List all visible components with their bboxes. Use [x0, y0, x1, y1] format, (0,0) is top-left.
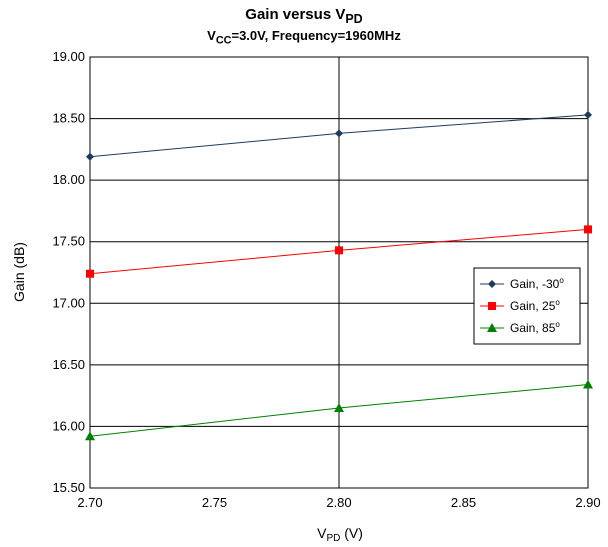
- x-axis-label: VPD (V): [317, 525, 363, 544]
- y-tick-label: 17.50: [52, 234, 85, 249]
- y-tick-label: 19.00: [52, 49, 85, 64]
- chart-subtitle: VCC=3.0V, Frequency=1960MHz: [0, 28, 608, 47]
- legend-degree-symbol: o: [559, 276, 564, 285]
- x-axis-label-main: V: [317, 525, 327, 541]
- data-point-diamond: [584, 110, 592, 119]
- chart-title-subscript: PD: [345, 12, 363, 26]
- y-tick-label: 17.00: [52, 295, 85, 310]
- y-tick-label: 16.00: [52, 418, 85, 433]
- tick-labels: 15.50 16.00 16.50 17.00 17.50 18.00 18.50 19.00…: [52, 49, 600, 510]
- data-point-diamond: [335, 129, 343, 138]
- data-point-triangle: [487, 323, 497, 332]
- y-tick-label: 16.50: [52, 357, 85, 372]
- chart-title-text: Gain versus V: [245, 6, 346, 23]
- legend-degree-symbol: o: [555, 298, 560, 307]
- chart-subtitle-part2: =3.0V, Frequency=1960MHz: [231, 28, 401, 43]
- y-axis-label: Gain (dB): [11, 242, 27, 302]
- data-point-square: [488, 302, 496, 310]
- data-point-triangle: [85, 431, 95, 441]
- x-tick-label: 2.85: [451, 495, 476, 510]
- legend-label: Gain, -30o: [510, 276, 564, 291]
- data-point-diamond: [488, 280, 496, 288]
- legend-label-text: Gain, -30: [510, 277, 560, 291]
- data-point-square: [86, 269, 94, 278]
- x-axis-label-unit: (V): [340, 525, 363, 541]
- y-tick-label: 18.50: [52, 111, 85, 126]
- legend-label: Gain, 85o: [510, 320, 560, 335]
- x-tick-label: 2.75: [202, 495, 227, 510]
- legend-label-text: Gain, 85: [510, 321, 556, 335]
- data-point-square: [584, 225, 592, 234]
- x-tick-label: 2.80: [326, 495, 351, 510]
- y-tick-label: 15.50: [52, 480, 85, 495]
- data-point-diamond: [86, 152, 94, 161]
- legend-label: Gain, 25o: [510, 298, 560, 313]
- data-point-triangle: [583, 379, 593, 389]
- y-tick-label: 18.00: [52, 172, 85, 187]
- chart-subtitle-part1: V: [207, 28, 216, 43]
- legend-label-text: Gain, 25: [510, 299, 556, 313]
- data-point-triangle: [334, 402, 344, 412]
- data-point-square: [335, 246, 343, 255]
- x-tick-label: 2.70: [77, 495, 102, 510]
- series-layer: [85, 110, 593, 441]
- chart-subtitle-subscript: CC: [215, 34, 232, 47]
- x-tick-label: 2.90: [575, 495, 600, 510]
- legend-degree-symbol: o: [555, 320, 560, 329]
- x-axis-label-subscript: PD: [326, 533, 340, 544]
- chart-title: Gain versus VPD: [0, 6, 608, 26]
